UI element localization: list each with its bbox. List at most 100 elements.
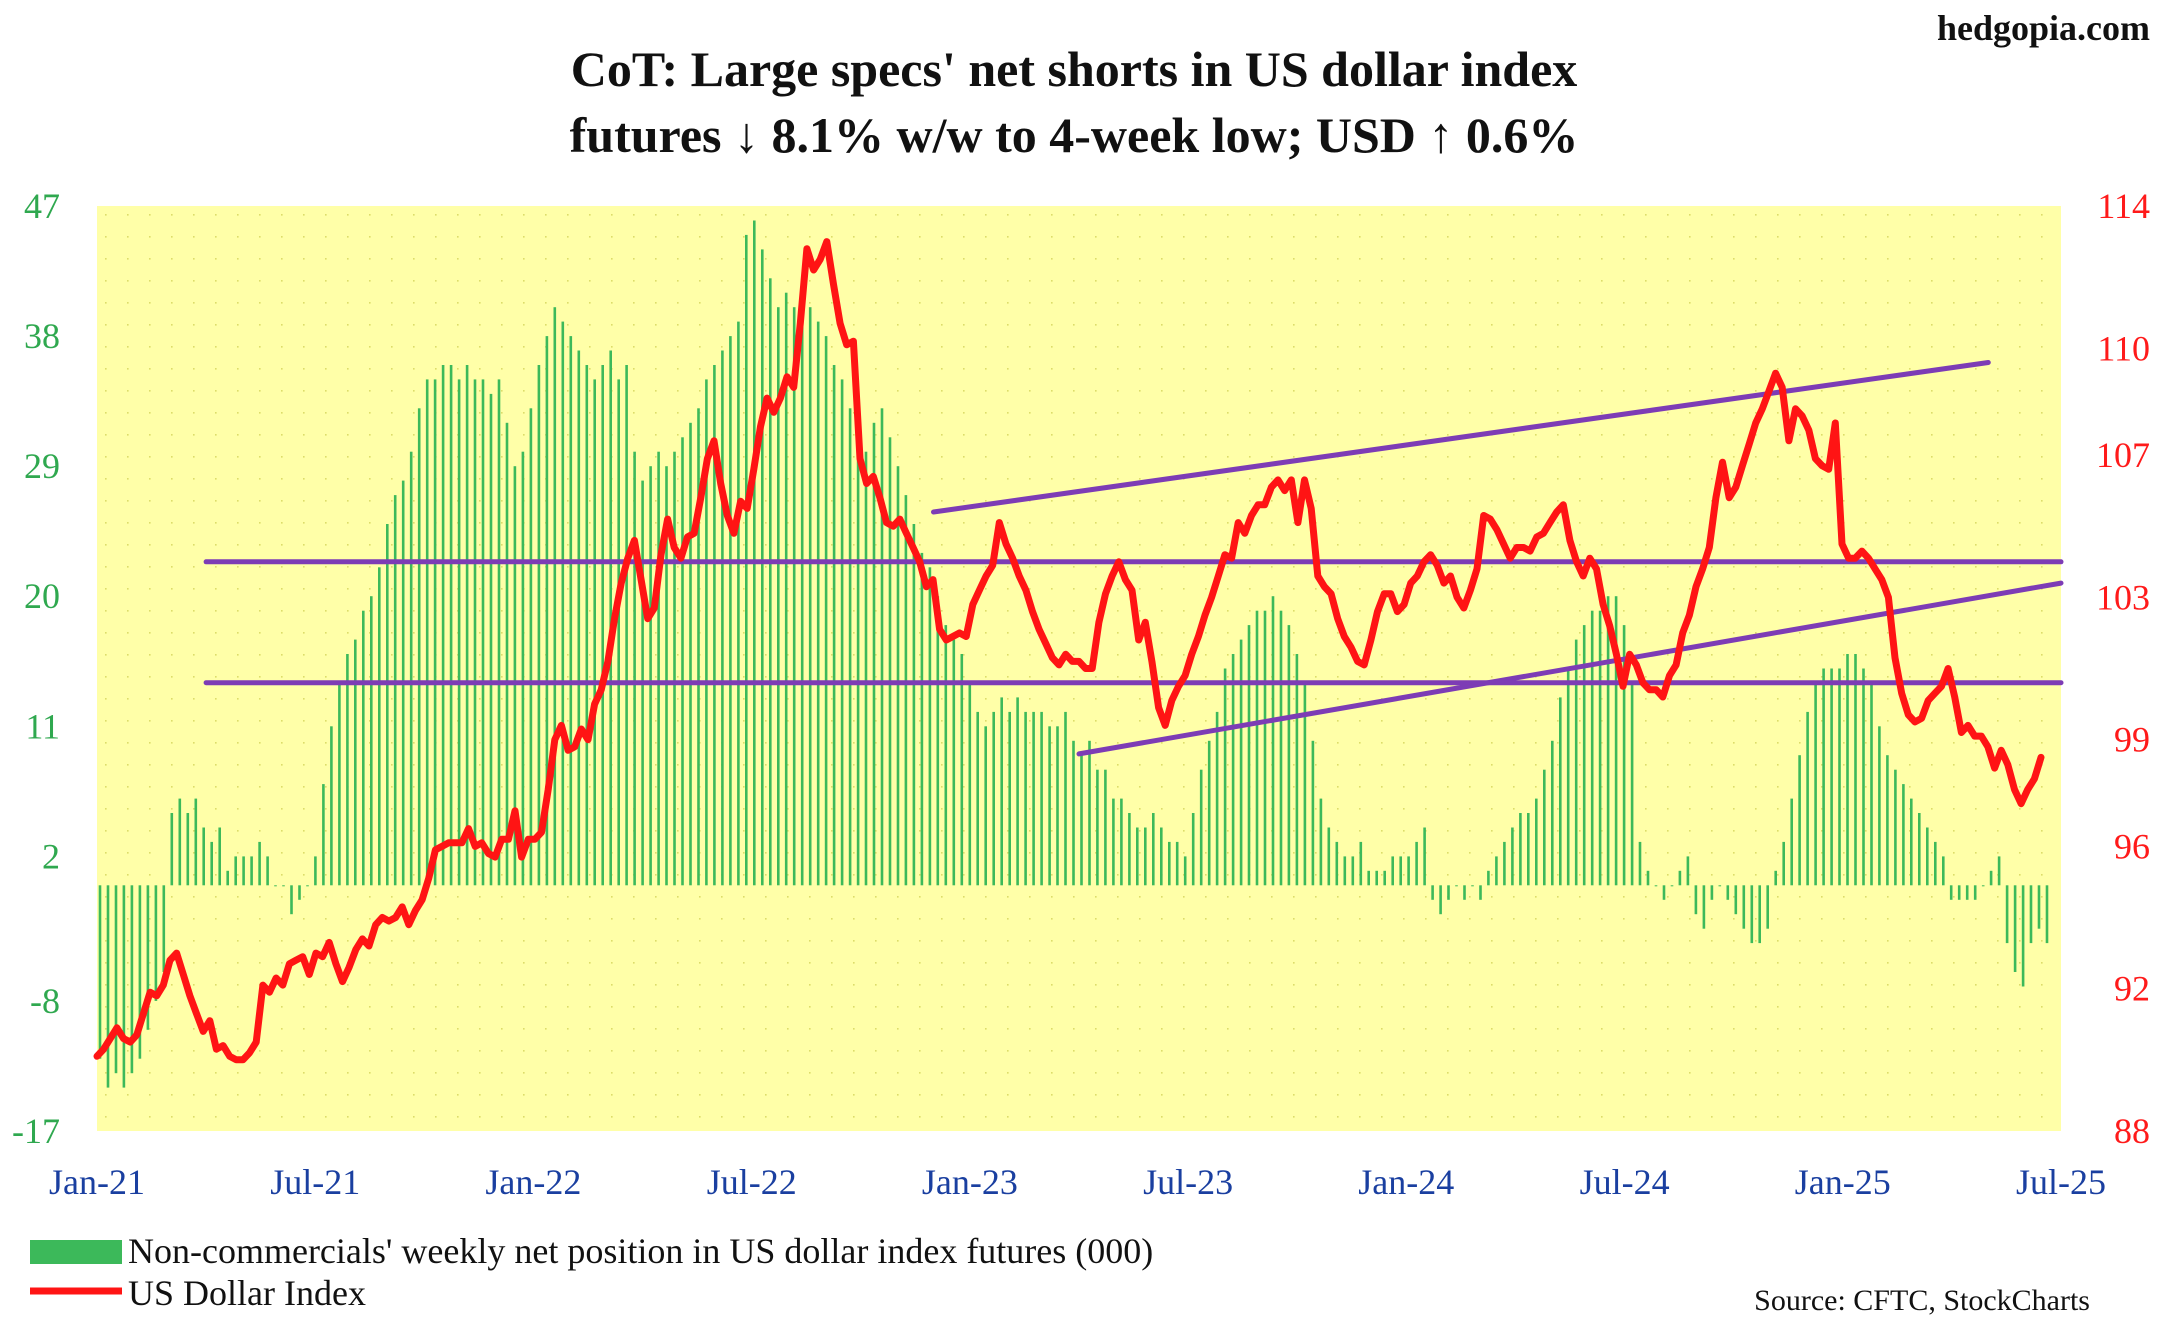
net-position-bar (130, 885, 134, 1074)
net-position-bar (2005, 885, 2009, 944)
net-position-bar (1112, 798, 1115, 886)
net-position-bar (346, 654, 349, 886)
net-position-bar (872, 422, 876, 886)
net-position-bar (1702, 885, 1706, 929)
net-position-bar (298, 885, 301, 900)
net-position-bar (1710, 885, 1714, 900)
usd-index-line (93, 238, 2045, 1064)
x-axis-tick-label: Jul-25 (2016, 1162, 2106, 1202)
net-position-bar (1838, 668, 1841, 886)
net-position-bar (1183, 856, 1187, 886)
left-axis-tick-label: 29 (24, 446, 60, 486)
net-position-bar (378, 567, 381, 886)
net-position-bar (1997, 856, 2001, 886)
net-position-bar (848, 408, 852, 886)
net-position-bar (593, 379, 596, 886)
net-position-bar (896, 466, 900, 886)
left-axis-ticks: 47 38 29 20 11 2 -8 -17 (12, 186, 60, 1151)
net-position-bar (808, 307, 812, 886)
net-position-bar (386, 524, 389, 886)
net-position-bar (1407, 856, 1410, 886)
net-position-bar (1271, 596, 1275, 886)
x-axis-tick-label: Jul-22 (707, 1162, 797, 1202)
net-position-bar (657, 451, 660, 886)
x-axis-tick-label: Jul-24 (1580, 1162, 1670, 1202)
net-position-bar (1255, 610, 1259, 886)
net-position-bar (1439, 885, 1442, 915)
net-position-bar (1016, 697, 1019, 886)
net-position-bar (633, 451, 636, 886)
net-position-bar (1734, 885, 1738, 915)
net-position-bar (1981, 885, 1985, 887)
net-position-bar (266, 856, 269, 886)
net-position-bar (1239, 639, 1243, 886)
net-position-bar (1168, 841, 1171, 886)
net-position-bar (1423, 827, 1426, 886)
net-position-bar (521, 451, 525, 886)
net-position-bar (1846, 654, 1849, 886)
right-axis-tick-label: 107 (2096, 435, 2150, 475)
net-position-bar (170, 813, 174, 886)
net-position-bar (202, 827, 205, 886)
net-position-bar (1175, 841, 1179, 886)
net-position-bar (2029, 885, 2033, 944)
net-position-bar (1814, 683, 1817, 886)
left-axis-tick-label: -8 (30, 981, 60, 1021)
net-position-bar (1144, 827, 1147, 886)
net-position-bar (553, 307, 557, 886)
net-position-bar (441, 365, 445, 886)
net-position-bar (1080, 755, 1083, 886)
net-position-bar (769, 278, 772, 886)
net-position-bar (1263, 610, 1267, 886)
net-position-bar (1431, 885, 1434, 900)
net-position-bar (1654, 885, 1658, 887)
net-position-bar (1399, 856, 1402, 886)
net-position-bar (1718, 885, 1722, 887)
legend-swatch-bars (30, 1240, 122, 1264)
net-position-bar (784, 292, 788, 886)
net-position-bar (1160, 827, 1163, 886)
net-position-bar (920, 552, 924, 886)
net-position-bar (1758, 885, 1761, 944)
net-position-bar (1008, 711, 1011, 886)
net-position-bar (1479, 885, 1482, 900)
x-axis-tick-label: Jan-25 (1795, 1162, 1891, 1202)
plot-area (97, 206, 2061, 1131)
x-axis-tick-label: Jan-21 (49, 1162, 145, 1202)
net-position-bar (242, 856, 245, 886)
net-position-bar (457, 379, 461, 886)
net-position-bar (1965, 885, 1969, 900)
net-position-bar (1120, 798, 1123, 886)
net-position-bar (1551, 740, 1554, 886)
usd-index-series (93, 238, 2045, 1064)
net-position-bar (1870, 683, 1873, 886)
net-position-bar (154, 885, 158, 1001)
net-position-bar (992, 711, 995, 886)
net-position-bar (1303, 683, 1307, 886)
net-position-bar (322, 784, 325, 886)
net-position-bar (1471, 885, 1474, 887)
net-position-bar (1862, 668, 1865, 886)
net-position-bar (1774, 870, 1777, 886)
x-axis-tick-label: Jan-22 (485, 1162, 581, 1202)
watermark: hedgopia.com (1937, 8, 2150, 48)
net-position-bar (1646, 870, 1650, 886)
net-position-bar (186, 813, 190, 886)
net-position-bar (912, 524, 916, 886)
net-position-bar (1630, 683, 1634, 886)
net-position-bar (1335, 841, 1339, 886)
net-position-bar (290, 885, 293, 915)
net-position-bar (513, 466, 517, 886)
net-position-bar (274, 885, 277, 887)
net-position-bar (417, 408, 421, 886)
net-position-bar (976, 711, 979, 886)
net-position-bar (2037, 885, 2041, 929)
net-position-bar (824, 336, 828, 886)
net-position-bar (1287, 625, 1291, 886)
net-position-bar (753, 220, 756, 886)
net-position-bar (1279, 610, 1283, 886)
net-position-bar (1662, 885, 1666, 900)
source-note: Source: CFTC, StockCharts (1754, 1284, 2090, 1317)
net-position-bar (1934, 841, 1937, 886)
right-axis-tick-label: 96 (2114, 826, 2150, 866)
